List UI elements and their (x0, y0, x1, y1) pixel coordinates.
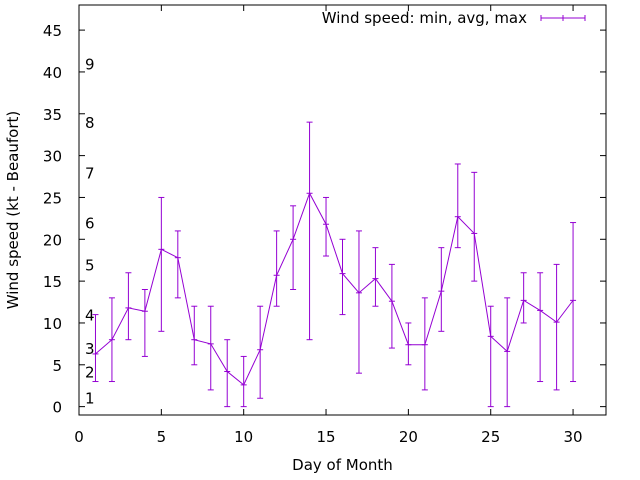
plot-frame (78, 4, 607, 416)
y-tick-label: 40 (43, 64, 62, 82)
x-tick-label: 5 (157, 428, 167, 446)
wind-speed-series (92, 121, 577, 408)
beaufort-label: 5 (85, 256, 95, 274)
y-tick-label: 20 (43, 231, 62, 249)
x-tick-label: 30 (564, 428, 583, 446)
plot-frame-layer (78, 4, 607, 416)
y-tick-label: 15 (43, 273, 62, 291)
beaufort-label: 4 (85, 307, 95, 325)
beaufort-label: 1 (85, 389, 95, 407)
x-tick-label: 10 (234, 428, 253, 446)
beaufort-label: 7 (85, 164, 95, 182)
y-tick-label: 45 (43, 22, 62, 40)
y-tick-label: 5 (52, 357, 62, 375)
legend: Wind speed: min, avg, max (322, 9, 586, 27)
beaufort-label: 2 (85, 363, 95, 381)
x-tick-label: 20 (399, 428, 418, 446)
beaufort-label: 6 (85, 215, 95, 233)
beaufort-label: 9 (85, 56, 95, 74)
beaufort-scale-labels: 1 2 3 4 5 6 7 8 9 (85, 56, 95, 408)
x-axis-label: Day of Month (292, 456, 393, 474)
x-tick-label: 0 (74, 428, 84, 446)
beaufort-label: 3 (85, 340, 95, 358)
x-tick-label: 15 (316, 428, 335, 446)
y-tick-label: 0 (52, 399, 62, 417)
x-tick-label: 25 (481, 428, 500, 446)
y-tick-label: 30 (43, 148, 62, 166)
y-axis-label: Wind speed (kt - Beaufort) (4, 111, 22, 310)
y-tick-label: 25 (43, 189, 62, 207)
avg-line (95, 192, 574, 386)
legend-label: Wind speed: min, avg, max (322, 9, 527, 27)
y-tick-label: 35 (43, 106, 62, 124)
y-tick-label: 10 (43, 315, 62, 333)
beaufort-label: 8 (85, 114, 95, 132)
